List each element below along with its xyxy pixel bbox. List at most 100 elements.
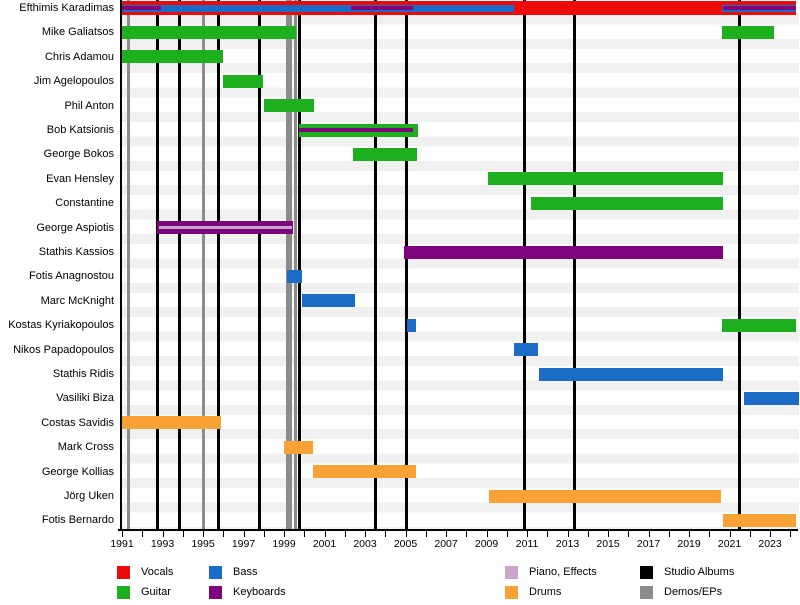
bass-color-swatch bbox=[209, 566, 222, 579]
member-labels-column: Efthimis Karadimas Mike Galiatsos Chris Ad… bbox=[0, 0, 114, 530]
timeline-bar-keyboards bbox=[351, 6, 414, 10]
legend-item-bass: Bass bbox=[209, 566, 257, 579]
timeline-bar-bass bbox=[744, 391, 799, 405]
axis-tick bbox=[243, 531, 245, 537]
demo-ep-line bbox=[285, 0, 289, 529]
axis-tick-label: 2021 bbox=[717, 538, 742, 550]
axis-tick bbox=[506, 531, 508, 537]
axis-tick bbox=[567, 531, 569, 537]
axis-tick bbox=[162, 531, 164, 537]
member-label: Evan Hensley bbox=[46, 172, 114, 185]
legend-label: Drums bbox=[529, 586, 562, 598]
member-label: Fotis Bernardo bbox=[41, 514, 114, 527]
studio-album-line bbox=[404, 0, 408, 529]
timeline-bar-keyboards bbox=[299, 128, 414, 132]
studio-album-line bbox=[257, 0, 261, 529]
legend-label: Studio Albums bbox=[664, 566, 735, 578]
timeline-bar-drums bbox=[723, 513, 797, 527]
axis-tick-label: 2007 bbox=[434, 538, 458, 550]
member-label: Phil Anton bbox=[64, 99, 114, 112]
timeline-bar-bass bbox=[539, 367, 724, 381]
piano-effects-color-swatch bbox=[505, 566, 518, 579]
axis-tick-label: 2015 bbox=[596, 538, 620, 550]
axis-tick bbox=[304, 531, 306, 537]
axis-tick bbox=[203, 531, 204, 537]
vocals-color-swatch bbox=[117, 566, 130, 579]
member-label: Stathis Kassios bbox=[38, 246, 114, 258]
member-label: Vasiliki Biza bbox=[56, 392, 114, 405]
studio-album-line bbox=[297, 0, 301, 529]
axis-tick bbox=[466, 531, 468, 537]
legend-item-keyboards: Keyboards bbox=[209, 586, 286, 599]
axis-tick bbox=[709, 531, 711, 537]
timeline-bar-drums bbox=[284, 440, 314, 454]
axis-tick-label: 2003 bbox=[353, 538, 377, 550]
member-label: Fotis Anagnostou bbox=[28, 270, 114, 283]
axis-tick-label: 2001 bbox=[312, 538, 337, 550]
legend-label: Bass bbox=[233, 566, 258, 578]
studio-album-line bbox=[156, 0, 160, 529]
timeline-bar-bass bbox=[407, 318, 417, 332]
timeline-bar-bass bbox=[122, 4, 515, 12]
axis-tick-label: 1993 bbox=[150, 538, 175, 550]
axis-tick bbox=[749, 531, 751, 537]
member-label: Costas Savidis bbox=[41, 416, 114, 429]
axis-tick-label: 2011 bbox=[515, 538, 539, 550]
legend-item-drums: Drums bbox=[505, 586, 561, 599]
timeline-bar-bass bbox=[514, 343, 539, 357]
timeline-bar-drums bbox=[313, 465, 417, 479]
member-label: Jim Agelopoulos bbox=[33, 75, 114, 88]
axis-tick bbox=[425, 531, 427, 537]
timeline-bar-bass bbox=[302, 294, 356, 308]
axis-tick bbox=[324, 531, 326, 537]
x-axis-ticks bbox=[122, 531, 797, 538]
timeline-bar-guitar bbox=[722, 25, 775, 39]
axis-tick bbox=[223, 531, 225, 537]
keyboards-color-swatch bbox=[209, 586, 222, 599]
timeline-bar-guitar bbox=[122, 50, 224, 64]
demos-eps-color-swatch bbox=[640, 586, 653, 599]
axis-tick bbox=[344, 531, 346, 537]
axis-tick bbox=[608, 531, 610, 537]
legend-item-piano-effects: Piano, Effects bbox=[505, 566, 597, 579]
legend-label: Keyboards bbox=[233, 586, 286, 598]
member-label: Marc McKnight bbox=[40, 294, 114, 307]
timeline-bar-drums bbox=[122, 416, 222, 430]
axis-tick bbox=[689, 531, 691, 537]
axis-tick bbox=[648, 531, 650, 537]
member-label: George Kollias bbox=[41, 465, 114, 478]
member-label: Stathis Ridis bbox=[52, 368, 114, 380]
axis-tick bbox=[263, 531, 265, 537]
axis-tick bbox=[527, 531, 529, 537]
axis-tick bbox=[770, 531, 772, 537]
legend-item-demos-eps: Demos/EPs bbox=[640, 586, 722, 599]
axis-tick bbox=[729, 531, 731, 537]
demo-ep-line bbox=[126, 0, 130, 529]
studio-album-line bbox=[216, 0, 220, 529]
studio-album-line bbox=[572, 0, 576, 529]
member-label: Mike Galiatsos bbox=[41, 26, 114, 39]
timeline-bar-guitar bbox=[264, 99, 315, 113]
timeline-bar-drums bbox=[489, 489, 722, 503]
studio-album-line bbox=[522, 0, 526, 529]
axis-tick-label: 1991 bbox=[110, 538, 134, 550]
member-label: Chris Adamou bbox=[44, 50, 114, 63]
guitar-color-swatch bbox=[117, 586, 130, 599]
member-label: George Bokos bbox=[43, 148, 114, 161]
axis-tick-label: 2009 bbox=[474, 538, 499, 550]
studio-albums-color-swatch bbox=[640, 566, 653, 579]
timeline-bar-keyboards bbox=[122, 6, 161, 10]
legend-label: Vocals bbox=[141, 566, 174, 578]
timeline-bar-guitar bbox=[722, 318, 797, 332]
axis-tick bbox=[446, 531, 448, 537]
axis-tick bbox=[284, 531, 286, 537]
axis-tick bbox=[486, 531, 488, 537]
member-label: Jörg Uken bbox=[63, 490, 114, 502]
axis-tick-label: 2017 bbox=[636, 538, 661, 550]
member-label: Constantine bbox=[55, 197, 114, 210]
axis-tick-label: 1995 bbox=[191, 538, 215, 550]
studio-album-line bbox=[373, 0, 377, 529]
demo-ep-line bbox=[293, 0, 297, 529]
axis-tick bbox=[142, 531, 144, 537]
